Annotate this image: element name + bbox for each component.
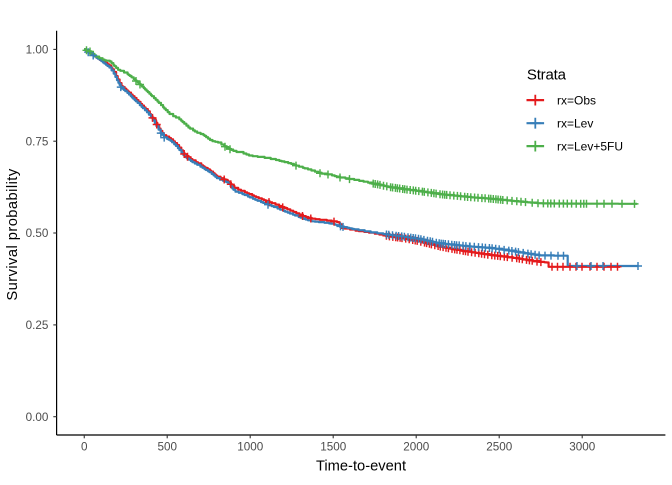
svg-text:rx=Lev+5FU: rx=Lev+5FU xyxy=(557,139,623,153)
svg-text:1500: 1500 xyxy=(320,441,347,454)
svg-text:3000: 3000 xyxy=(569,441,596,454)
svg-text:0.25: 0.25 xyxy=(26,319,49,332)
svg-text:Survival probability: Survival probability xyxy=(5,168,21,300)
svg-text:0.50: 0.50 xyxy=(26,227,49,240)
svg-text:1.00: 1.00 xyxy=(26,44,49,57)
svg-text:0.75: 0.75 xyxy=(26,135,49,148)
svg-text:500: 500 xyxy=(157,441,177,454)
svg-text:rx=Lev: rx=Lev xyxy=(557,116,593,130)
svg-text:0.00: 0.00 xyxy=(26,411,49,424)
svg-text:2500: 2500 xyxy=(486,441,513,454)
svg-text:Time-to-event: Time-to-event xyxy=(316,459,406,475)
svg-text:1000: 1000 xyxy=(237,441,264,454)
svg-text:rx=Obs: rx=Obs xyxy=(557,93,596,107)
svg-text:0: 0 xyxy=(81,441,88,454)
svg-text:2000: 2000 xyxy=(403,441,430,454)
svg-text:Strata: Strata xyxy=(527,67,567,84)
